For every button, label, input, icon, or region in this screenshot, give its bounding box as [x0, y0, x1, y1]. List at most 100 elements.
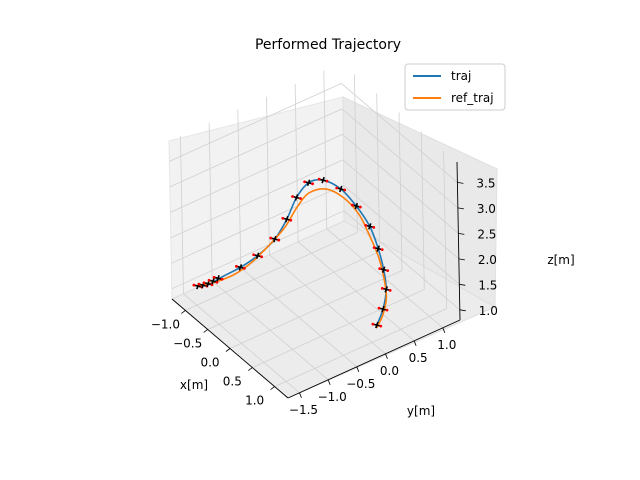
y-axis-line [287, 319, 461, 399]
drone-marker [212, 275, 224, 282]
x-axis-line [171, 298, 289, 399]
drone-rotor [207, 278, 211, 282]
drone-arm [381, 305, 385, 313]
drone-rotor [385, 308, 389, 312]
drone-rotor [220, 277, 224, 281]
drone-marker [281, 216, 293, 223]
grid-line-x [398, 112, 403, 271]
grid-line-y [237, 109, 242, 268]
drone-rotor [388, 288, 392, 292]
x-tick-mark [270, 386, 275, 390]
drone-rotor [380, 248, 384, 252]
drone-marker [335, 185, 347, 193]
drone-marker [378, 266, 390, 273]
x-tick-label: −0.5 [173, 336, 202, 350]
drone-rotor [212, 275, 216, 279]
grid-line-y [297, 241, 415, 342]
grid-line-y [269, 254, 386, 355]
y-axis-label: y[m] [407, 404, 435, 418]
z-tick-label: 1.0 [479, 304, 498, 318]
drone-marker [202, 280, 214, 287]
grid-line-x [274, 308, 447, 387]
y-tick-label: −1.0 [318, 390, 347, 404]
x-tick-label: 0.0 [200, 356, 219, 370]
grid-line-z [342, 159, 460, 260]
grid-line-x [376, 93, 381, 252]
drone-marker [317, 176, 329, 184]
drone-arm [294, 194, 299, 201]
drone-rotor [335, 186, 339, 190]
x-tick-mark [225, 348, 231, 352]
drone-rotor [197, 282, 201, 286]
series-line-ref-traj [197, 188, 388, 329]
drone-rotor [243, 266, 246, 270]
drone-rotor [377, 306, 381, 310]
drone-rotor [303, 180, 307, 184]
z-tick-mark [459, 309, 466, 312]
drone-arm [285, 216, 289, 223]
legend-label-traj: traj [451, 69, 471, 83]
drone-marker [269, 235, 281, 243]
grid-line-z [171, 184, 344, 264]
grid-line-z [169, 108, 343, 188]
drone-marker [371, 321, 383, 329]
drone-rotor [289, 218, 293, 222]
drone-rotor [364, 223, 368, 227]
z-tick-label: 3.5 [476, 176, 495, 190]
drone-marker [291, 194, 302, 201]
y-tick-mark [385, 353, 388, 359]
grid-line-x [207, 251, 380, 330]
grid-line-y [211, 280, 329, 381]
y-tick-label: −1.5 [289, 403, 318, 417]
y-tick-label: 1.0 [437, 338, 456, 352]
chart-title: Performed Trajectory [255, 37, 401, 53]
drone-rotor [252, 253, 256, 257]
drone-marker [377, 305, 389, 313]
drone-arm [376, 245, 380, 252]
y-tick-label: 0.0 [380, 364, 399, 378]
grid-line-y [294, 83, 299, 242]
drone-marker [252, 252, 264, 260]
z-tick-label: 2.0 [478, 253, 497, 267]
grid-line-z [170, 159, 344, 239]
y-tick-mark [442, 327, 446, 333]
x-tick-label: 0.5 [223, 375, 242, 389]
grid-line-z [169, 83, 342, 162]
z-tick-mark [457, 207, 464, 210]
grid-line-y [208, 122, 213, 281]
z-tick-label: 2.5 [477, 227, 496, 241]
drone-rotor [299, 197, 302, 200]
drone-marker [380, 286, 392, 293]
grid-line-x [229, 270, 403, 349]
drone-rotor [235, 264, 238, 268]
drone-rotor [269, 236, 273, 240]
drone-marker [372, 245, 384, 252]
x-tick-mark [248, 367, 253, 371]
tick-labels: −1.0−0.50.00.51.0−1.5−1.0−0.50.00.51.01.… [151, 176, 498, 416]
drone-rotor [386, 269, 390, 273]
z-tick-mark [459, 283, 466, 286]
x-tick-mark [181, 310, 186, 314]
drone-arm [375, 321, 379, 329]
grid-line-x [252, 289, 425, 368]
grid-line-z [341, 108, 459, 209]
x-tick-label: 1.0 [245, 394, 264, 408]
grid-line-z [342, 134, 459, 234]
drone-arm [273, 235, 277, 243]
grid-line-z [171, 210, 344, 290]
z-tick-mark [458, 258, 465, 261]
drone-rotor [277, 238, 281, 242]
grid-line-y [183, 293, 300, 394]
drone-rotor [372, 225, 376, 229]
drone-arm [211, 278, 215, 285]
drone-rotor [291, 195, 294, 198]
drone-arm [306, 179, 311, 187]
drone-arm [368, 223, 372, 230]
drone-rotor [378, 267, 382, 271]
grid-line-x [185, 232, 358, 311]
drone-rotor [343, 188, 347, 192]
series-line-traj [197, 178, 388, 326]
grid-line-y [323, 70, 328, 229]
drone-marker [235, 264, 246, 271]
